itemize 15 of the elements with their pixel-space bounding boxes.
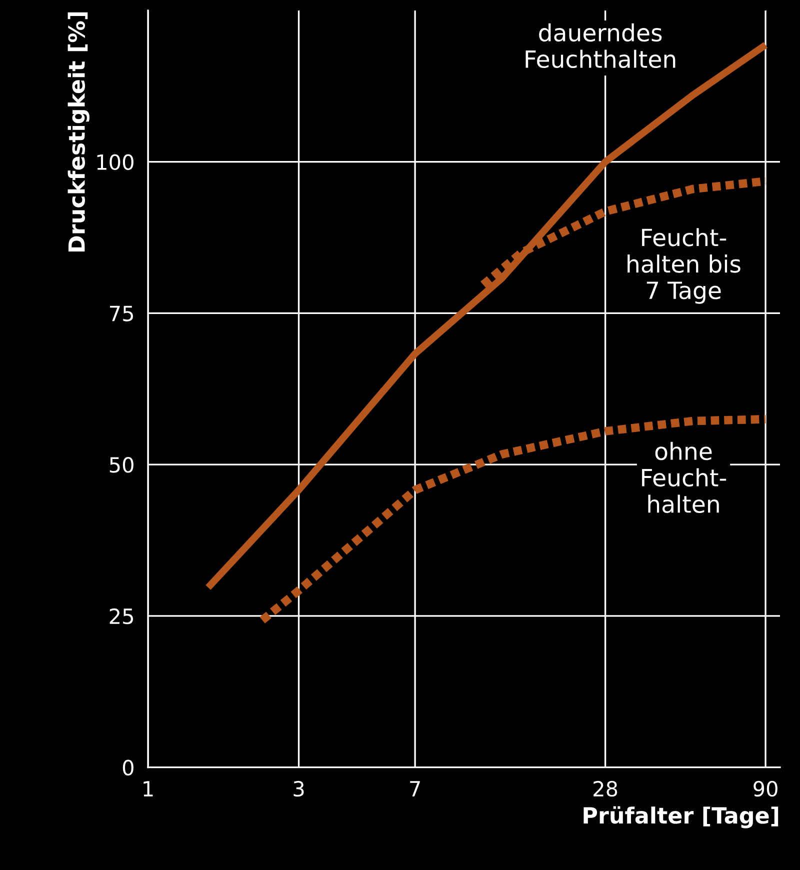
y-tick-label: 50 xyxy=(110,457,134,473)
series-label: dauerndes Feuchthalten xyxy=(526,23,676,68)
y-tick-label: 25 xyxy=(110,608,133,624)
y-axis-title: Druckfestigkeit [%] xyxy=(68,12,90,252)
x-tick-label: 28 xyxy=(594,780,618,797)
series-label: ohne Feucht- halten xyxy=(642,442,726,514)
x-tick-label: 90 xyxy=(754,780,778,797)
x-tick-label: 1 xyxy=(144,781,153,796)
series-label: Feucht- halten bis 7 Tage xyxy=(628,228,740,304)
x-tick-label: 3 xyxy=(294,780,304,797)
y-tick-label: 75 xyxy=(110,306,133,322)
y-tick-label: 0 xyxy=(122,760,134,776)
x-tick-label: 7 xyxy=(410,781,420,796)
x-axis-title: Prüfalter [Tage] xyxy=(584,806,778,828)
y-tick-label: 100 xyxy=(97,154,134,170)
